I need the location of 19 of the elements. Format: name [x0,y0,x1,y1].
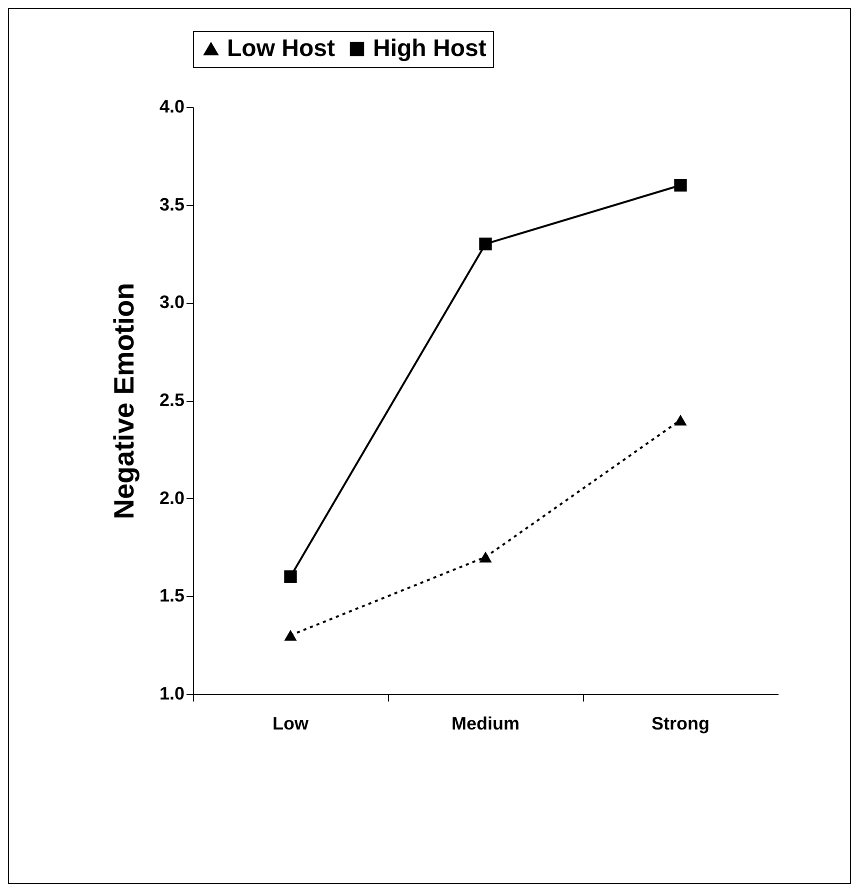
point [674,414,687,426]
y-tick-label: 3.0 [159,292,184,312]
legend-label: Low Host [227,35,335,62]
point [284,630,297,641]
y-tick-label: 2.0 [159,488,184,508]
y-tick-label: 1.5 [159,586,184,606]
x-tick-label: Medium [451,714,520,734]
point [674,178,687,192]
y-tick-label: 4.0 [159,96,184,116]
y-tick-label: 3.5 [159,194,184,214]
y-tick-label: 2.5 [159,390,184,410]
y-axis-title: Negative Emotion [108,282,140,520]
point [284,570,297,583]
x-tick-label: Low [272,714,310,734]
legend-label: High Host [373,35,486,62]
point [479,552,492,563]
x-tick-label: Strong [652,714,710,734]
point [479,238,492,250]
y-tick-label: 1.0 [159,684,184,704]
